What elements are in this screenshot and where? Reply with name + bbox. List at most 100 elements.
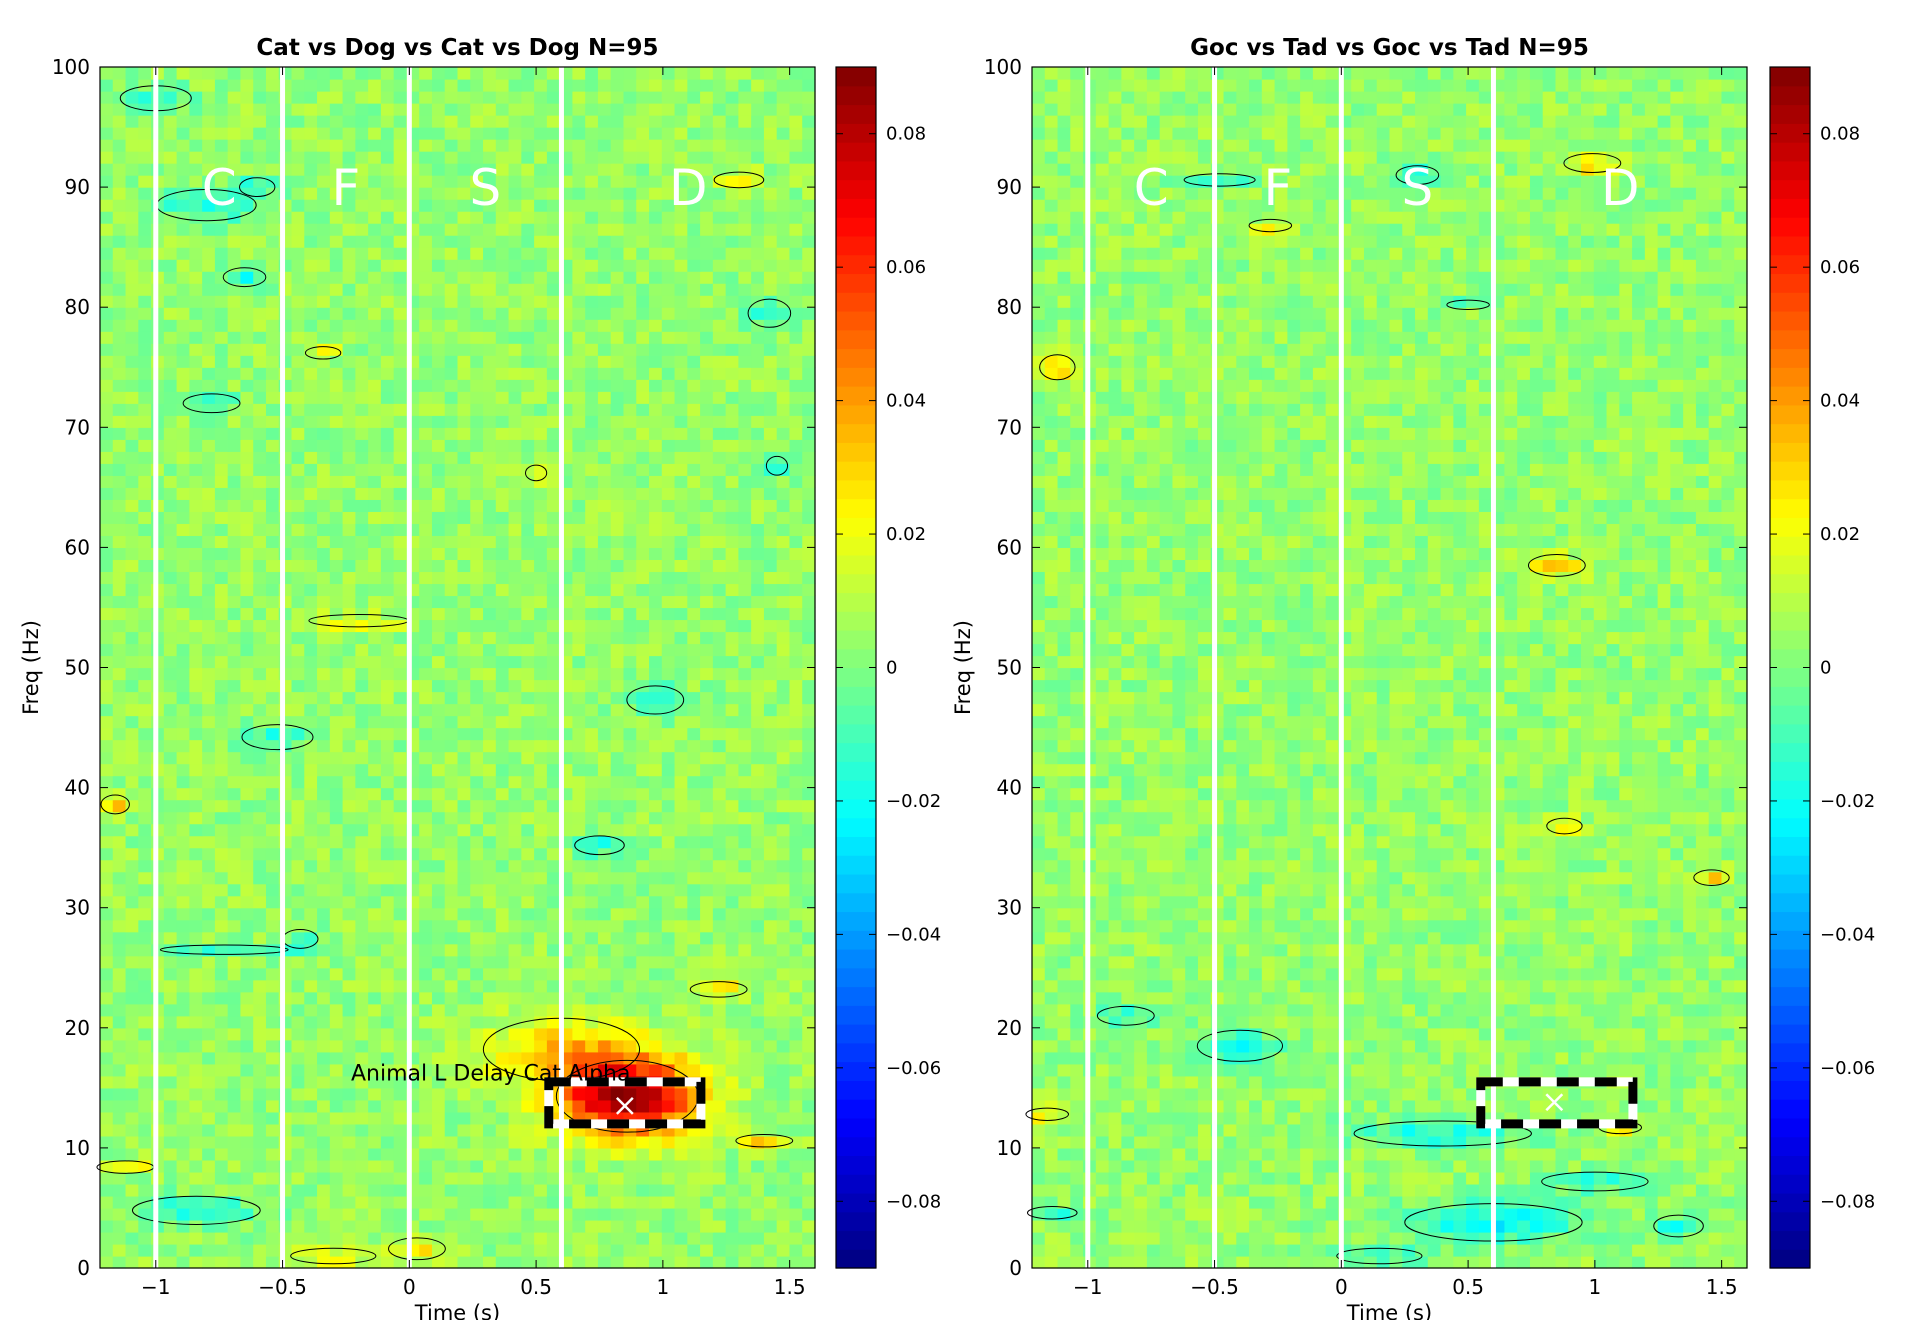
heatmap-cell: [521, 703, 535, 717]
heatmap-cell: [227, 331, 242, 344]
heatmap-cell: [291, 499, 305, 512]
heatmap-cell: [776, 751, 791, 765]
heatmap-cell: [419, 667, 433, 681]
heatmap-cell: [585, 955, 599, 969]
heatmap-cell: [636, 1003, 650, 1017]
heatmap-cell: [674, 1051, 688, 1065]
heatmap-cell: [521, 1087, 535, 1101]
heatmap-cell: [725, 1219, 739, 1233]
heatmap-cell: [751, 1051, 765, 1065]
heatmap-cell: [610, 1003, 625, 1017]
heatmap-cell: [329, 835, 344, 849]
heatmap-cell: [802, 547, 816, 561]
heatmap-cell: [495, 643, 510, 657]
heatmap-cell: [495, 439, 510, 452]
heatmap-cell: [291, 403, 305, 416]
heatmap-cell: [227, 1231, 242, 1245]
heatmap-cell: [674, 787, 688, 801]
heatmap-cell: [100, 883, 114, 897]
heatmap-cell: [329, 1003, 344, 1017]
heatmap-cell: [163, 547, 178, 561]
heatmap-cell: [776, 1051, 791, 1065]
heatmap-cell: [700, 427, 714, 440]
heatmap-cell: [419, 799, 433, 813]
heatmap-cell: [100, 259, 114, 272]
heatmap-cell: [597, 1003, 612, 1017]
heatmap-cell: [546, 535, 561, 548]
heatmap-cell: [623, 763, 637, 777]
heatmap-cell: [636, 715, 650, 729]
heatmap-cell: [546, 1255, 561, 1269]
heatmap-cell: [508, 1207, 522, 1221]
heatmap-cell: [163, 1231, 178, 1245]
heatmap-cell: [789, 1123, 803, 1137]
heatmap-cell: [393, 1195, 408, 1209]
heatmap-cell: [789, 511, 803, 524]
heatmap-cell: [393, 1051, 408, 1065]
heatmap-cell: [738, 835, 752, 849]
heatmap-cell: [738, 607, 752, 621]
heatmap-cell: [342, 847, 356, 861]
heatmap-cell: [202, 451, 216, 464]
heatmap-cell: [674, 559, 688, 573]
heatmap-cell: [227, 979, 242, 993]
heatmap-cell: [380, 655, 395, 669]
heatmap-cell: [649, 451, 663, 464]
heatmap-cell: [419, 763, 433, 777]
heatmap-cell: [112, 823, 127, 837]
heatmap-cell: [431, 1195, 446, 1209]
heatmap-cell: [521, 691, 535, 705]
heatmap-cell: [240, 427, 254, 440]
heatmap-cell: [202, 619, 216, 633]
heatmap-cell: [202, 691, 216, 705]
heatmap-cell: [789, 499, 803, 512]
heatmap-cell: [687, 883, 701, 897]
heatmap-cell: [355, 847, 369, 861]
heatmap-cell: [483, 919, 497, 933]
heatmap-cell: [253, 523, 267, 536]
heatmap-cell: [240, 703, 254, 717]
heatmap-cell: [100, 1231, 114, 1245]
heatmap-cell: [100, 247, 114, 260]
heatmap-cell: [100, 775, 114, 789]
heatmap-cell: [355, 439, 369, 452]
heatmap-cell: [444, 367, 459, 380]
heatmap-cell: [623, 1171, 637, 1185]
heatmap-cell: [431, 271, 446, 284]
heatmap-cell: [125, 775, 139, 789]
heatmap-cell: [483, 895, 497, 909]
heatmap-cell: [649, 799, 663, 813]
heatmap-cell: [368, 343, 382, 356]
heatmap-cell: [317, 403, 331, 416]
heatmap-cell: [597, 1147, 612, 1161]
heatmap-cell: [610, 379, 625, 392]
heatmap-cell: [393, 1015, 408, 1029]
heatmap-cell: [789, 1003, 803, 1017]
heatmap-cell: [674, 1171, 688, 1185]
heatmap-cell: [700, 739, 714, 753]
heatmap-cell: [610, 715, 625, 729]
heatmap-cell: [572, 955, 586, 969]
heatmap-cell: [304, 271, 318, 284]
heatmap-cell: [789, 403, 803, 416]
heatmap-cell: [227, 691, 242, 705]
heatmap-cell: [189, 775, 203, 789]
heatmap-cell: [649, 319, 663, 332]
heatmap-cell: [661, 931, 676, 945]
heatmap-cell: [291, 1003, 305, 1017]
heatmap-cell: [253, 871, 267, 885]
heatmap-cell: [700, 919, 714, 933]
heatmap-cell: [189, 991, 203, 1005]
heatmap-cell: [636, 1255, 650, 1269]
heatmap-cell: [176, 931, 190, 945]
heatmap-cell: [125, 379, 139, 392]
heatmap-cell: [585, 499, 599, 512]
heatmap-cell: [495, 691, 510, 705]
heatmap-cell: [661, 739, 676, 753]
heatmap-cell: [623, 1003, 637, 1017]
heatmap-cell: [738, 451, 752, 464]
heatmap-cell: [419, 823, 433, 837]
heatmap-cell: [240, 991, 254, 1005]
heatmap-cell: [546, 271, 561, 284]
heatmap-cell: [725, 1075, 739, 1089]
